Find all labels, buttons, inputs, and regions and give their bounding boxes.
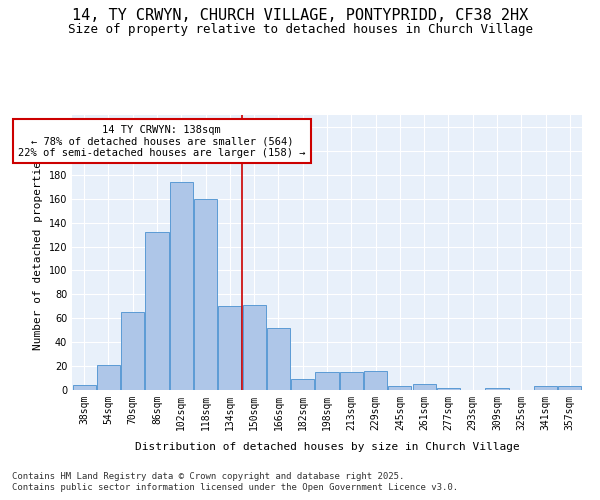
- Bar: [534, 386, 557, 390]
- Bar: [145, 232, 169, 390]
- Y-axis label: Number of detached properties: Number of detached properties: [33, 154, 43, 350]
- Bar: [413, 384, 436, 390]
- Bar: [437, 388, 460, 390]
- Bar: [218, 306, 241, 390]
- Text: Distribution of detached houses by size in Church Village: Distribution of detached houses by size …: [134, 442, 520, 452]
- Bar: [291, 379, 314, 390]
- Bar: [340, 372, 363, 390]
- Bar: [364, 371, 387, 390]
- Bar: [267, 328, 290, 390]
- Text: Contains HM Land Registry data © Crown copyright and database right 2025.: Contains HM Land Registry data © Crown c…: [12, 472, 404, 481]
- Bar: [388, 386, 412, 390]
- Text: Contains public sector information licensed under the Open Government Licence v3: Contains public sector information licen…: [12, 484, 458, 492]
- Bar: [559, 386, 581, 390]
- Bar: [73, 385, 95, 390]
- Bar: [242, 305, 266, 390]
- Text: 14 TY CRWYN: 138sqm
← 78% of detached houses are smaller (564)
22% of semi-detac: 14 TY CRWYN: 138sqm ← 78% of detached ho…: [18, 124, 305, 158]
- Bar: [97, 365, 120, 390]
- Bar: [316, 372, 338, 390]
- Bar: [485, 388, 509, 390]
- Text: 14, TY CRWYN, CHURCH VILLAGE, PONTYPRIDD, CF38 2HX: 14, TY CRWYN, CHURCH VILLAGE, PONTYPRIDD…: [72, 8, 528, 22]
- Bar: [170, 182, 193, 390]
- Bar: [194, 198, 217, 390]
- Text: Size of property relative to detached houses in Church Village: Size of property relative to detached ho…: [67, 22, 533, 36]
- Bar: [121, 312, 144, 390]
